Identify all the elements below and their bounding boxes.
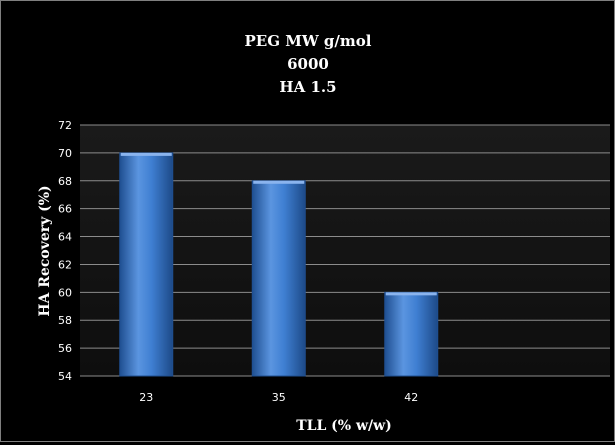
bar xyxy=(251,180,306,377)
y-tick-label: 58 xyxy=(58,314,72,327)
y-tick-label: 68 xyxy=(58,175,72,188)
bar-top-highlight xyxy=(120,152,172,156)
bar-top-highlight xyxy=(253,180,305,184)
y-tick-label: 60 xyxy=(58,286,72,299)
x-tick-label: 23 xyxy=(139,391,153,404)
y-tick-label: 54 xyxy=(58,370,72,383)
bar xyxy=(384,291,439,377)
y-tick-label: 62 xyxy=(58,258,72,271)
y-axis-title: HA Recovery (%) xyxy=(37,185,53,316)
x-axis-title: TLL (% w/w) xyxy=(296,418,392,434)
y-tick-label: 70 xyxy=(58,147,72,160)
y-tick-label: 66 xyxy=(58,203,72,216)
y-tick-label: 72 xyxy=(58,119,72,132)
x-axis-ticks: 23 35 42 xyxy=(139,391,418,404)
bars xyxy=(119,152,439,377)
x-tick-label: 35 xyxy=(272,391,286,404)
bar-top-highlight xyxy=(385,292,437,296)
chart-title: PEG MW g/mol 6000 HA 1.5 xyxy=(245,32,372,96)
chart-title-line-2: 6000 xyxy=(287,55,329,73)
chart-title-line-3: HA 1.5 xyxy=(279,78,336,96)
y-tick-label: 56 xyxy=(58,342,72,355)
x-tick-label: 42 xyxy=(404,391,418,404)
chart-title-line-1: PEG MW g/mol xyxy=(245,32,372,50)
y-tick-label: 64 xyxy=(58,231,72,244)
bar xyxy=(119,152,174,377)
y-axis-ticks: 54 56 58 60 62 64 66 68 70 72 xyxy=(58,119,72,383)
